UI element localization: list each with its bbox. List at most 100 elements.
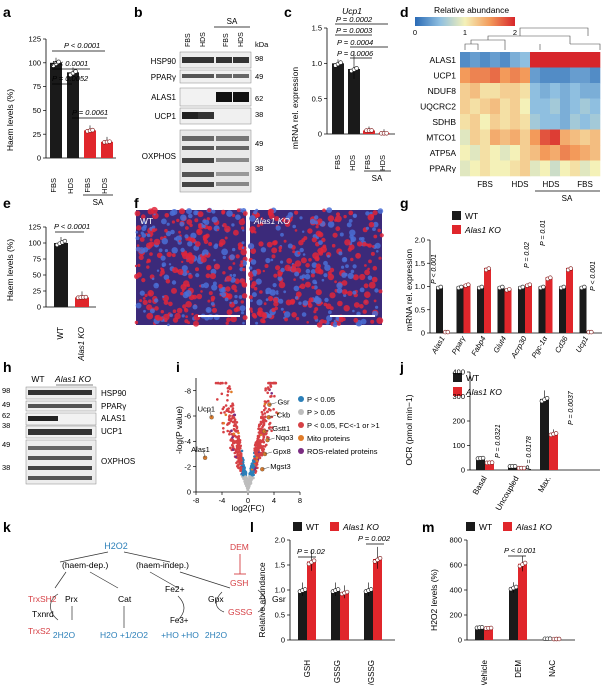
f-cell-522 [349,229,356,236]
d-cell-5-10 [560,129,571,146]
panel-f-images: WT Alas1 KO [134,206,384,328]
d-cell-1-5 [510,67,521,84]
i-point-525 [216,381,220,385]
i-point-442 [224,404,228,407]
f-cell-641 [293,285,300,292]
f-cell-457 [255,278,262,285]
i-point-678 [242,469,245,472]
f-cell-467 [373,299,377,303]
f-cell-591 [250,248,257,255]
f-cell-228 [165,230,172,237]
f-cell-140 [161,264,165,267]
g-legend-wt: WT [465,211,478,221]
f-cell-263 [142,299,148,305]
f-cell-106 [166,251,172,258]
f-cell-282 [241,226,245,230]
g-bar-6-1 [566,267,573,333]
d-cell-1-2 [480,67,491,84]
d-dendrogram [464,27,601,50]
a-pvalue-0: P < 0.0001 [64,41,100,50]
f-cell-372 [260,217,264,220]
d-scale-0: 0 [413,28,417,37]
f-cell-673 [318,269,324,275]
c-ylabel: mRNA rel. expression [290,67,300,149]
i-point-227 [226,386,230,390]
f-cell-619 [302,300,309,306]
i-point-388 [276,412,280,415]
f-cell-348 [188,274,193,279]
i-point-633 [229,419,233,423]
f-cell-718 [374,242,381,249]
j-bar-1-1-dot-2 [521,465,527,471]
f-cell-295 [213,259,216,262]
f-cell-709 [372,210,378,216]
f-cell-567 [255,212,261,218]
g-pvalue-1: P = 0.02 [524,242,531,268]
l-ytick-3: 1.5 [275,561,285,570]
f-speckle [134,206,384,328]
d-cell-4-7 [530,114,541,130]
a-xtick-3: HDS [100,178,109,194]
f-cell-135 [171,220,175,224]
m-bar-0-0 [475,627,484,640]
f-cell-507 [284,317,288,322]
panel-d-heatmap: Relative abundance 0 1 2 ALAS1 UCP1 NDUF8 U… [413,5,601,203]
c-plot: 0 0.5 1.0 1.5 [312,24,395,139]
f-cell-676 [324,297,329,303]
f-cell-416 [307,228,313,234]
l-legend-wt: WT [306,522,319,532]
f-cell-275 [169,313,173,318]
d-cell-3-11 [570,98,581,115]
f-cell-674 [349,234,354,239]
i-point-225 [263,412,267,415]
f-cell-704 [278,246,283,250]
c-group-label: SA [372,174,383,183]
i-point-604 [232,416,236,419]
d-cell-2-3 [490,83,501,99]
f-cell-481 [371,245,375,248]
g-bar-2-1-dot-1 [486,266,491,271]
f-cell-37 [143,309,146,313]
f-cell-367 [274,216,280,222]
j-pvalue-1: P = 0.0178 [526,436,533,470]
d-col-2: HDS [543,180,560,189]
f-cell-95 [231,284,237,291]
i-point-568 [220,392,224,396]
a-bar-2-dot-2 [90,127,95,133]
f-cell-352 [229,254,235,260]
d-cell-7-12 [580,160,591,177]
a-pvalue-3: P = 0.0061 [72,108,108,117]
d-colorbar [415,17,515,26]
i-xtick-1: -4 [219,496,226,505]
i-ytick-4: -8 [184,386,191,395]
b-label-oxphos: OXPHOS [142,152,176,161]
d-cell-4-3 [490,114,501,130]
i-legend: P < 0.05 P > 0.05 P < 0.05, FC<-1 or >1 … [298,395,380,456]
f-cell-710 [310,273,315,278]
b-col-2: FBS [223,33,230,47]
f-cell-340 [150,232,154,236]
i-point-684 [251,459,255,462]
f-cell-499 [273,297,279,303]
c-bar-0-dot-2 [338,60,343,65]
f-cell-653 [368,221,375,228]
panel-letter-b: b [134,4,143,20]
f-cell-110 [176,218,180,223]
i-point-683 [240,459,243,462]
f-cell-149 [146,304,153,311]
f-cell-697 [256,310,262,316]
m-bar-0-1 [484,628,493,640]
f-cell-316 [234,289,238,293]
c-xtick-0: FBS [333,155,342,170]
i-point-291 [266,391,270,395]
i-point-680 [224,413,228,417]
g-xtick-2: Fabp4 [469,335,487,358]
h-col-0: WT [31,374,44,384]
f-cell-511 [271,247,278,254]
i-ytick-0: 0 [187,488,191,497]
d-cell-7-7 [530,160,541,177]
g-bar-1-0-dot-1 [459,284,464,290]
f-cell-472 [352,274,359,281]
f-cell-230 [238,218,246,226]
f-cell-469 [338,251,343,256]
